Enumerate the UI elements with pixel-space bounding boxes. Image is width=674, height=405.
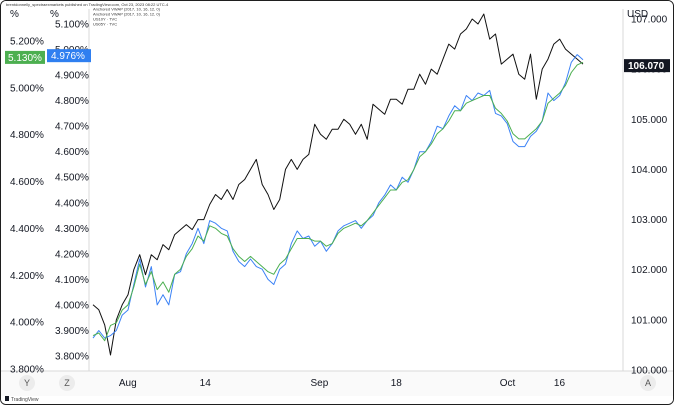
right-tick: 101.000 bbox=[631, 315, 668, 326]
time-axis-bg bbox=[1, 371, 673, 396]
bottom-controls: Y Z A bbox=[19, 375, 656, 391]
x-tick: Sep bbox=[310, 378, 328, 389]
right-unit: USD bbox=[627, 9, 648, 20]
right-tick: 105.000 bbox=[631, 115, 668, 126]
value-tags: 5.130% 4.976% 106.070 bbox=[5, 49, 670, 73]
left-inner-tick: 4.400% bbox=[55, 198, 89, 209]
left-inner-unit: % bbox=[50, 9, 59, 20]
series-usd-line bbox=[92, 13, 584, 356]
footer-brand: TradingView bbox=[11, 397, 39, 403]
left-outer-tick: 4.800% bbox=[10, 130, 44, 141]
left-outer-value-tag bbox=[5, 50, 45, 64]
header-info: brentdonnelly_spectraexmarkets published… bbox=[6, 2, 169, 27]
button-y-bg[interactable] bbox=[19, 375, 35, 391]
button-a-bg[interactable] bbox=[640, 375, 656, 391]
left-inner-tick: 4.000% bbox=[55, 300, 89, 311]
left-outer-tick: 4.400% bbox=[10, 224, 44, 235]
left-outer-tick: 4.000% bbox=[10, 318, 44, 329]
left-outer-tick: 5.000% bbox=[10, 83, 44, 94]
left-outer-tick: 4.600% bbox=[10, 177, 44, 188]
left-inner-tick: 5.100% bbox=[55, 20, 89, 31]
button-z-bg[interactable] bbox=[59, 375, 75, 391]
x-tick: 14 bbox=[200, 378, 212, 389]
left-inner-tick: 4.800% bbox=[55, 96, 89, 107]
legend-line-4: US05Y · TVC bbox=[93, 22, 117, 27]
left-outer-value-text: 5.130% bbox=[8, 53, 42, 64]
legend-line-3: US10Y · TVC bbox=[93, 17, 117, 22]
x-tick: 16 bbox=[554, 378, 566, 389]
button-y[interactable]: Y bbox=[24, 378, 30, 388]
right-tick: 102.000 bbox=[631, 265, 668, 276]
legend-line-1: Anchored VWAP (2017, 10, 16, 12, 0) bbox=[93, 7, 161, 12]
footer: TradingView bbox=[5, 396, 39, 403]
left-inner-tick: 4.100% bbox=[55, 275, 89, 286]
left-inner-tick: 4.200% bbox=[55, 249, 89, 260]
left-inner-tick: 3.800% bbox=[55, 352, 89, 363]
left-inner-tick: 3.900% bbox=[55, 326, 89, 337]
left-inner-tick: 4.300% bbox=[55, 224, 89, 235]
right-tick: 104.000 bbox=[631, 165, 668, 176]
right-tick: 103.000 bbox=[631, 215, 668, 226]
left-outer-tick: 5.200% bbox=[10, 37, 44, 48]
x-tick: 18 bbox=[391, 378, 403, 389]
button-a[interactable]: A bbox=[645, 378, 651, 388]
legend-line-2: Anchored VWAP (2017, 10, 16, 12, 0) bbox=[93, 12, 161, 17]
button-z[interactable]: Z bbox=[64, 378, 70, 388]
right-tick: 100.000 bbox=[631, 366, 668, 377]
x-tick: Aug bbox=[119, 378, 137, 389]
right-tick: 107.000 bbox=[631, 15, 668, 26]
brand-logo-icon bbox=[5, 396, 9, 401]
series-layer bbox=[92, 13, 584, 356]
left-outer-tick: 3.800% bbox=[10, 365, 44, 376]
right-value-text: 106.070 bbox=[628, 61, 665, 72]
left-inner-value-tag bbox=[47, 49, 91, 63]
publisher-line: brentdonnelly_spectraexmarkets published… bbox=[6, 2, 169, 7]
series-green-line bbox=[92, 61, 584, 342]
x-tick: Oct bbox=[500, 378, 516, 389]
left-inner-tick: 4.500% bbox=[55, 173, 89, 184]
left-inner-tick: 4.700% bbox=[55, 122, 89, 133]
left-inner-tick: 4.900% bbox=[55, 71, 89, 82]
right-value-tag bbox=[624, 59, 670, 73]
left-inner-tick: 4.600% bbox=[55, 147, 89, 158]
left-outer-tick: 4.200% bbox=[10, 271, 44, 282]
left-outer-unit: % bbox=[10, 9, 19, 20]
left-inner-value-text: 4.976% bbox=[51, 51, 85, 62]
